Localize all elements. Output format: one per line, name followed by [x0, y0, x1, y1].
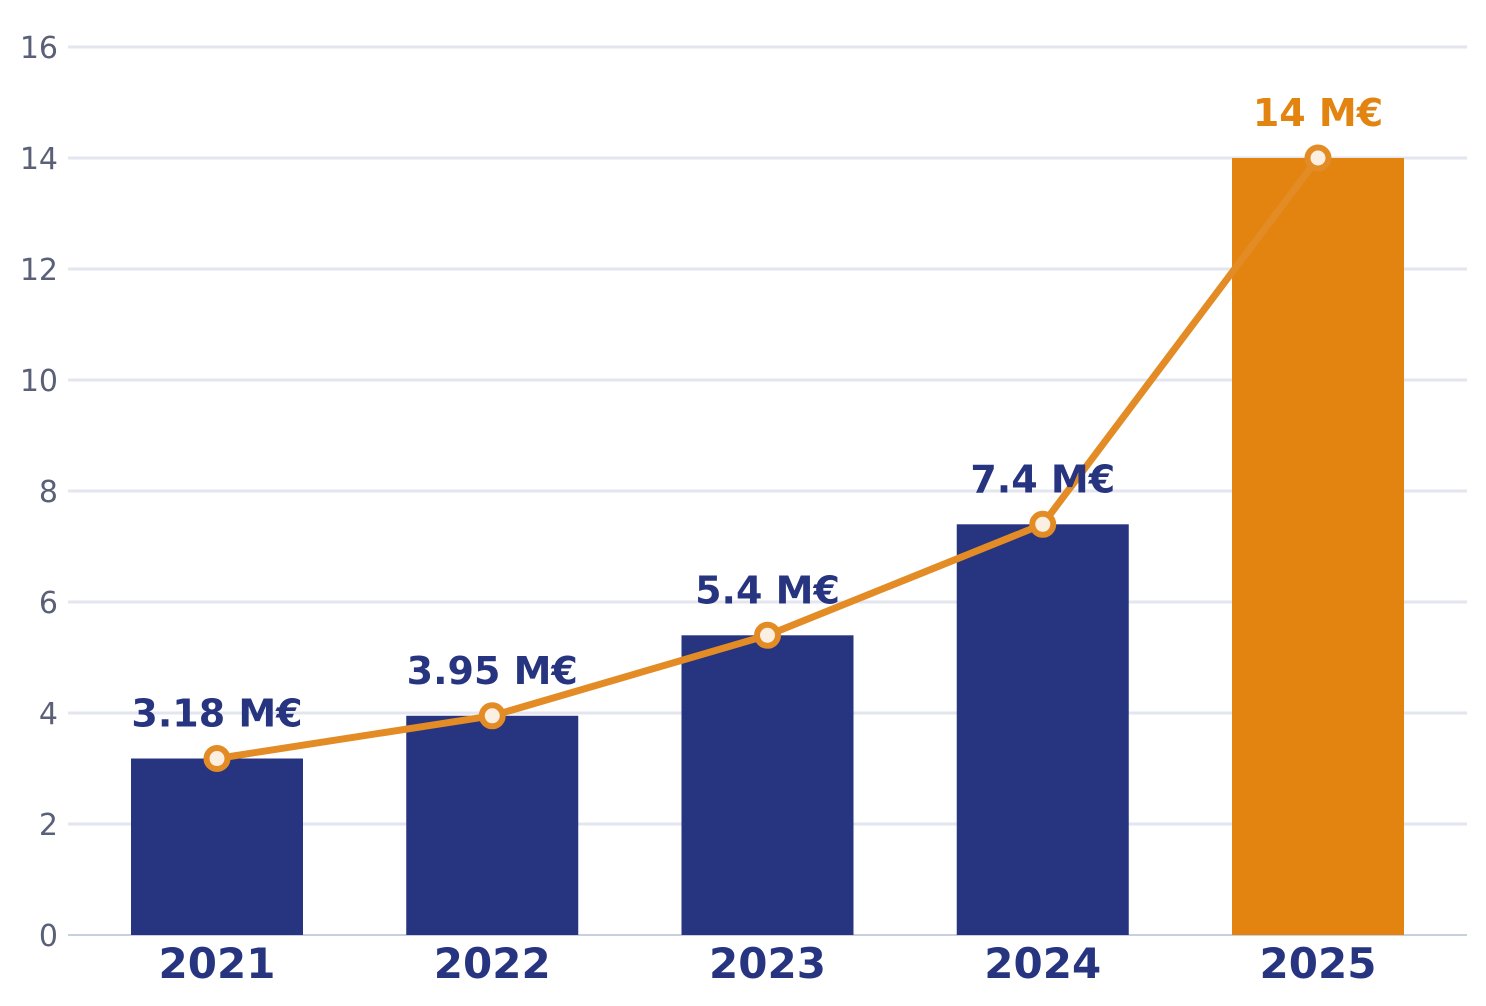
y-tick-label: 6: [39, 586, 58, 621]
y-tick-label: 4: [39, 697, 58, 732]
data-label-2021: 3.18 M€: [131, 692, 302, 736]
x-tick-label: 2025: [1260, 939, 1377, 988]
x-tick-label: 2021: [159, 939, 276, 988]
y-tick-label: 14: [20, 142, 58, 177]
bar-2023: [681, 635, 854, 935]
data-labels: 3.18 M€ 3.95 M€ 5.4 M€ 7.4 M€ 14 M€: [131, 91, 1383, 736]
x-tick-label: 2023: [709, 939, 826, 988]
data-label-2025: 14 M€: [1253, 91, 1383, 135]
y-tick-label: 12: [20, 253, 58, 288]
line-marker-2024: [1029, 510, 1057, 538]
bar-2021: [131, 758, 303, 935]
y-tick-label: 16: [20, 31, 58, 66]
data-label-2024: 7.4 M€: [970, 457, 1115, 501]
y-tick-label: 2: [39, 808, 58, 843]
line-marker-2025: [1304, 144, 1332, 172]
data-label-2022: 3.95 M€: [407, 649, 578, 693]
line-marker-2021: [203, 745, 231, 773]
line-marker-2023: [754, 621, 781, 649]
x-tick-label: 2022: [434, 939, 551, 988]
trend-line: [203, 144, 1332, 773]
bar-2025: [1232, 158, 1404, 935]
bar-2022: [406, 715, 579, 935]
y-axis-ticks: 0 2 4 6 8 10 12 14 16: [20, 31, 58, 954]
line-marker-2022: [478, 702, 506, 730]
x-tick-label: 2024: [984, 939, 1101, 988]
y-tick-label: 10: [20, 364, 58, 399]
bar-2024: [956, 524, 1129, 935]
y-tick-label: 0: [39, 919, 58, 954]
bars: [131, 158, 1404, 935]
data-label-2023: 5.4 M€: [695, 568, 840, 612]
x-axis-ticks: 2021 2022 2023 2024 2025: [159, 939, 1377, 988]
y-tick-label: 8: [39, 475, 58, 510]
